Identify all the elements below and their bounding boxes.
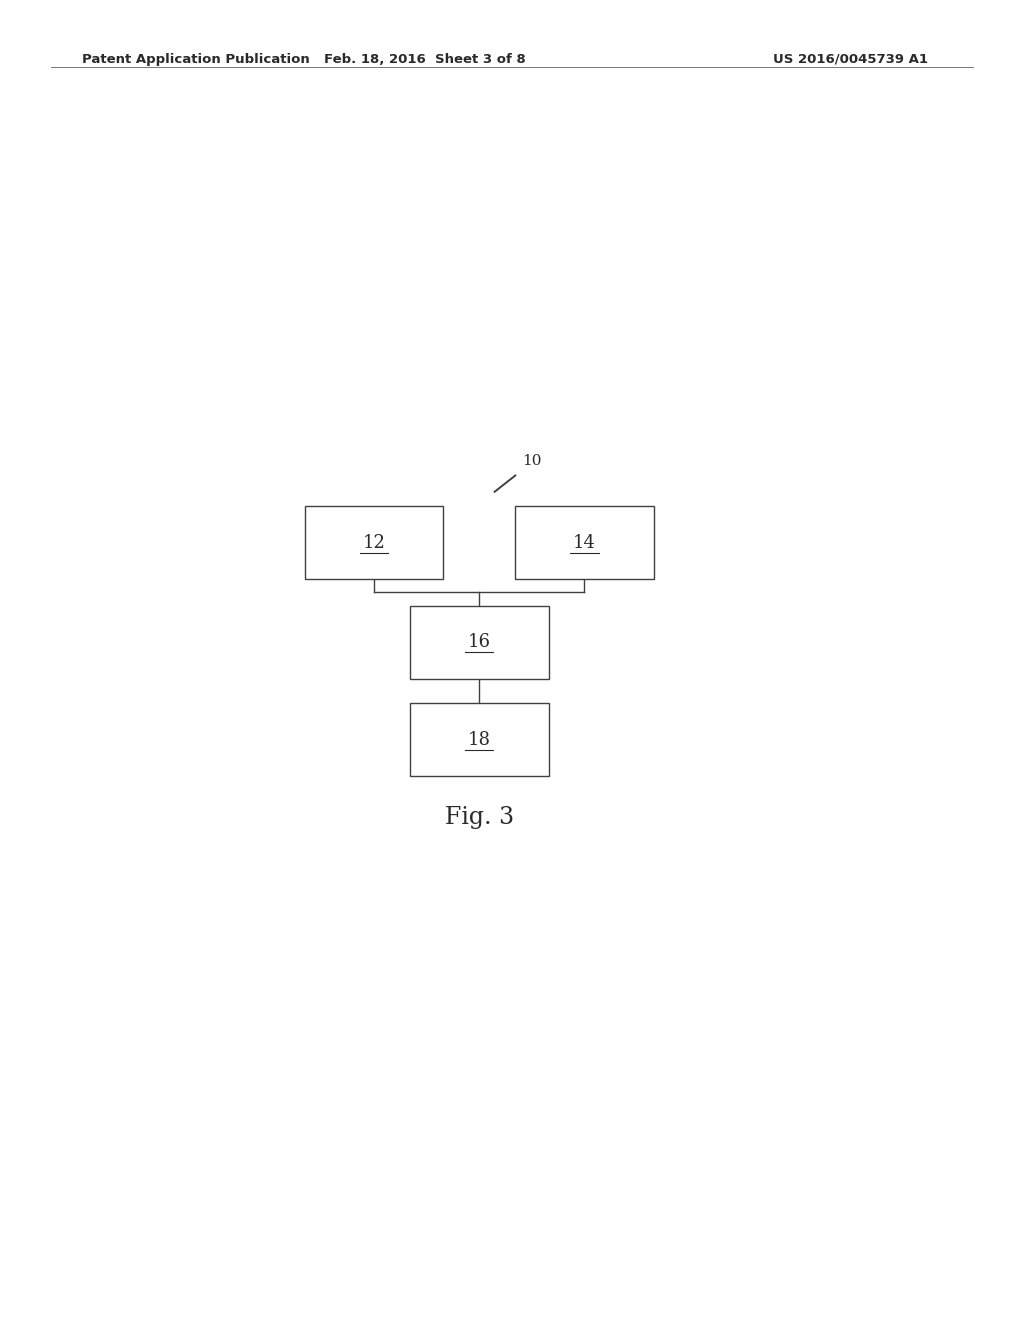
Text: 18: 18	[468, 731, 490, 748]
Bar	[304, 506, 443, 579]
Text: US 2016/0045739 A1: US 2016/0045739 A1	[773, 53, 928, 66]
Bar	[410, 704, 549, 776]
Text: 10: 10	[521, 454, 541, 469]
Text: 16: 16	[468, 634, 490, 651]
Text: 12: 12	[362, 533, 385, 552]
Text: Feb. 18, 2016  Sheet 3 of 8: Feb. 18, 2016 Sheet 3 of 8	[324, 53, 526, 66]
Bar	[410, 606, 549, 678]
Text: Patent Application Publication: Patent Application Publication	[82, 53, 309, 66]
Bar	[515, 506, 653, 579]
Text: 14: 14	[572, 533, 596, 552]
Text: Fig. 3: Fig. 3	[444, 805, 514, 829]
